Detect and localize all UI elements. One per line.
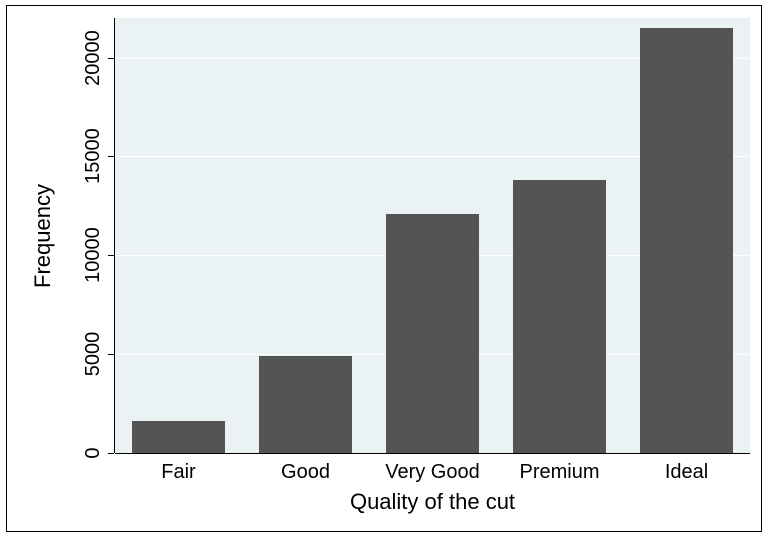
y-axis-line — [114, 18, 115, 453]
bar — [513, 180, 607, 453]
x-tick-label: Premium — [490, 461, 630, 484]
y-tick-mark — [108, 255, 114, 256]
y-tick-label: 20000 — [81, 18, 105, 98]
y-tick-mark — [108, 354, 114, 355]
x-tick-label: Good — [236, 461, 376, 484]
bar — [132, 421, 226, 453]
y-tick-label: 15000 — [81, 116, 105, 196]
bar — [640, 28, 734, 453]
x-tick-label: Ideal — [617, 461, 757, 484]
x-tick-label: Fair — [109, 461, 249, 484]
y-tick-mark — [108, 156, 114, 157]
y-tick-mark — [108, 58, 114, 59]
plot-area — [115, 18, 750, 453]
y-tick-label: 5000 — [81, 314, 105, 394]
bar — [386, 214, 480, 453]
y-tick-mark — [108, 453, 114, 454]
x-axis-line — [115, 453, 750, 454]
y-tick-label: 0 — [81, 413, 105, 493]
y-tick-label: 10000 — [81, 215, 105, 295]
x-tick-label: Very Good — [363, 461, 503, 484]
bar — [259, 356, 353, 453]
y-axis-title: Frequency — [29, 136, 57, 336]
x-axis-title: Quality of the cut — [233, 489, 633, 515]
